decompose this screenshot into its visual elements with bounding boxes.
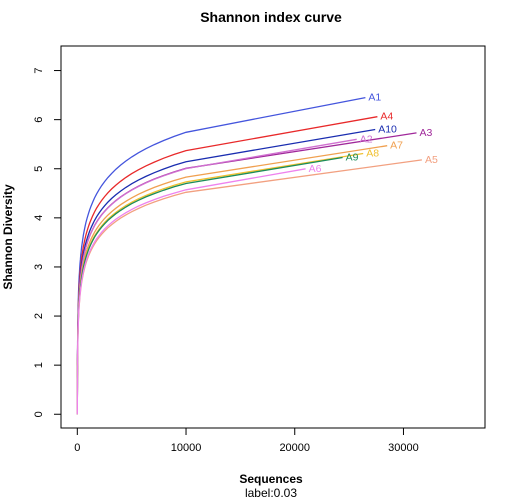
series-line-a2 [76, 138, 357, 415]
series-label-a10: A10 [378, 123, 397, 135]
series-label-a2: A2 [360, 133, 373, 145]
series-label-a3: A3 [420, 127, 433, 139]
series-line-a5 [76, 159, 422, 415]
y-tick-label: 2 [33, 313, 45, 319]
series-line-a8 [76, 152, 364, 415]
chart-subtitle: label:0.03 [245, 486, 297, 500]
y-tick-label: 5 [33, 166, 45, 172]
series-label-a8: A8 [366, 148, 379, 160]
series-line-a6 [76, 168, 306, 415]
series-label-a4: A4 [380, 111, 393, 123]
y-tick-label: 0 [33, 411, 45, 417]
x-tick-label: 10000 [171, 442, 202, 454]
series-label-a1: A1 [368, 92, 381, 104]
x-axis: 0 10000 20000 30000 [74, 427, 419, 454]
series-label-a5: A5 [425, 154, 438, 166]
y-tick-label: 1 [33, 362, 45, 368]
series-label-a6: A6 [309, 163, 322, 175]
y-axis-title: Shannon Diversity [1, 184, 15, 290]
y-tick-label: 3 [33, 264, 45, 270]
x-tick-label: 30000 [388, 442, 419, 454]
y-axis: 0 1 2 3 4 5 6 7 [33, 67, 62, 417]
series-label-a7: A7 [390, 140, 403, 152]
y-tick-label: 7 [33, 67, 45, 73]
series-label-a9: A9 [346, 151, 359, 163]
x-tick-label: 0 [74, 442, 80, 454]
series-line-a3 [76, 132, 417, 415]
y-tick-label: 4 [33, 215, 45, 221]
chart-title: Shannon index curve [200, 9, 342, 25]
x-tick-label: 20000 [279, 442, 310, 454]
x-axis-title: Sequences [239, 472, 303, 486]
y-tick-label: 6 [33, 117, 45, 123]
plot-frame [60, 45, 486, 429]
series-line-a9 [76, 156, 343, 415]
series-curves [76, 96, 422, 415]
